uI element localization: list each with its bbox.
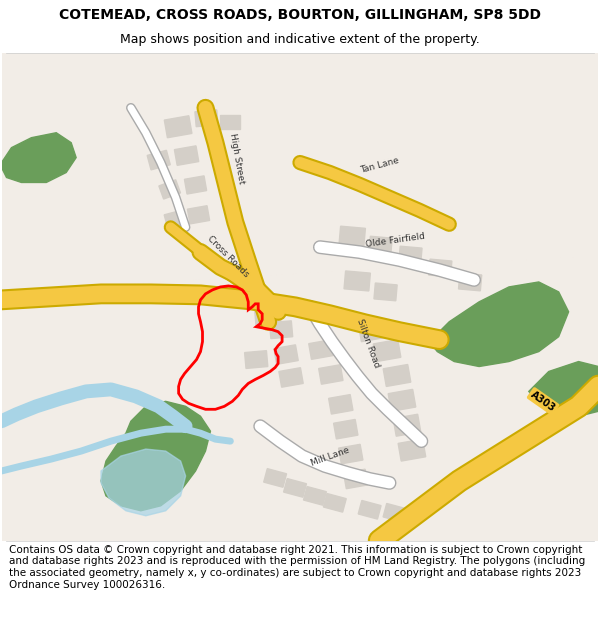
Bar [374,283,397,301]
Text: COTEMEAD, CROSS ROADS, BOURTON, GILLINGHAM, SP8 5DD: COTEMEAD, CROSS ROADS, BOURTON, GILLINGH… [59,8,541,22]
Bar [458,273,482,291]
Bar [383,364,411,386]
Polygon shape [101,401,211,511]
Bar [274,345,298,364]
Bar [373,339,401,362]
Bar [323,494,346,512]
Bar [304,486,326,505]
Bar [383,504,406,522]
Bar [339,226,365,246]
Bar [398,439,426,461]
Bar [159,180,181,199]
Bar [309,340,333,359]
Bar [279,368,303,388]
Bar [220,115,241,129]
Polygon shape [2,132,76,182]
Text: Silton Road: Silton Road [355,317,381,369]
Bar [344,271,370,291]
Bar [187,206,209,224]
Polygon shape [101,449,185,516]
Bar [175,146,199,166]
Bar [388,389,416,411]
Bar [358,501,381,519]
Bar [254,306,281,326]
Text: A303: A303 [529,389,557,413]
Bar [269,321,293,339]
Bar [264,469,287,488]
Text: Map shows position and indicative extent of the property.: Map shows position and indicative extent… [120,33,480,46]
Bar [338,444,363,464]
Bar [284,479,307,498]
Bar [164,116,192,138]
Bar [147,150,170,170]
Bar [184,176,206,194]
Bar [369,236,392,254]
Bar [164,210,185,228]
Bar [399,246,422,264]
Bar [195,110,218,127]
Bar [393,414,421,436]
Polygon shape [529,361,598,416]
Polygon shape [430,282,569,366]
Bar [344,469,368,489]
Text: Contains OS data © Crown copyright and database right 2021. This information is : Contains OS data © Crown copyright and d… [9,545,585,589]
Text: High Street: High Street [229,132,246,184]
Text: Tan Lane: Tan Lane [359,156,401,174]
Bar [245,351,268,368]
Bar [358,320,386,342]
Bar [329,394,353,414]
Bar [334,419,358,439]
Bar [428,259,452,277]
Text: Cross Roads: Cross Roads [205,234,250,279]
Text: Olde Fairfield: Olde Fairfield [365,232,425,249]
Bar [319,365,343,384]
Text: Mill Lane: Mill Lane [310,446,351,468]
